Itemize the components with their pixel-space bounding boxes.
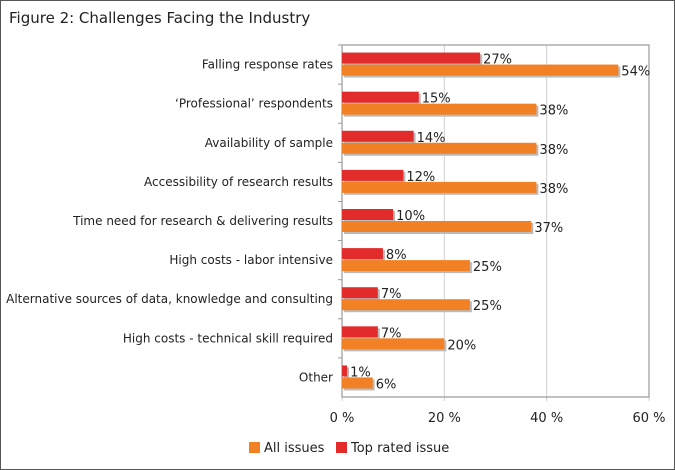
figure-title: Figure 2: Challenges Facing the Industry (9, 9, 311, 27)
bar-all-issues (342, 103, 537, 115)
data-label: 54% (621, 65, 650, 80)
bar-top-rated (342, 52, 481, 64)
data-label: 8% (386, 248, 407, 263)
data-label: 1% (350, 365, 371, 380)
data-label: 27% (483, 53, 512, 68)
data-label: 25% (473, 299, 502, 314)
x-tick-label: 40 % (530, 411, 563, 426)
bar-top-rated (342, 326, 378, 338)
bar-all-issues (342, 338, 445, 350)
data-label: 7% (381, 287, 402, 302)
bar-top-rated (342, 130, 414, 142)
x-tick-label: 60 % (632, 411, 665, 426)
bar-all-issues (342, 377, 373, 389)
legend-swatch (336, 442, 347, 453)
legend-swatch (249, 442, 260, 453)
data-label: 38% (539, 143, 568, 158)
bar-top-rated (342, 287, 378, 299)
bar-top-rated (342, 209, 394, 220)
bar-top-rated (342, 248, 383, 260)
x-tick-label: 0 % (330, 411, 355, 426)
category-label: ‘Professional’ respondents (175, 97, 333, 111)
bar-all-issues (342, 260, 470, 272)
bar-all-issues (342, 181, 537, 193)
data-label: 14% (417, 131, 446, 146)
category-label: Time need for research & delivering resu… (72, 214, 333, 228)
category-label: High costs - technical skill required (123, 331, 333, 345)
bar-all-issues (342, 221, 532, 232)
data-label: 10% (396, 209, 425, 224)
x-tick-label: 20 % (428, 411, 461, 426)
data-label: 15% (422, 92, 451, 107)
category-label: High costs - labor intensive (169, 253, 333, 267)
data-label: 6% (376, 377, 397, 392)
bar-all-issues (342, 299, 470, 311)
bar-top-rated (342, 91, 419, 103)
data-label: 20% (447, 338, 476, 353)
data-label: 38% (539, 182, 568, 197)
data-label: 38% (539, 104, 568, 119)
bar-top-rated (342, 169, 404, 181)
data-label: 12% (406, 170, 435, 185)
category-label: Other (299, 370, 333, 384)
bar-all-issues (342, 142, 537, 154)
category-label: Alternative sources of data, knowledge a… (6, 292, 333, 306)
legend-label: Top rated issue (350, 441, 449, 456)
data-label: 7% (381, 326, 402, 341)
data-label: 37% (534, 221, 563, 236)
bar-top-rated (342, 365, 348, 377)
category-label: Availability of sample (205, 136, 333, 150)
category-label: Accessibility of research results (144, 175, 333, 189)
bar-all-issues (342, 64, 619, 76)
category-label: Falling response rates (202, 58, 333, 72)
legend-label: All issues (264, 441, 325, 456)
data-label: 25% (473, 260, 502, 275)
